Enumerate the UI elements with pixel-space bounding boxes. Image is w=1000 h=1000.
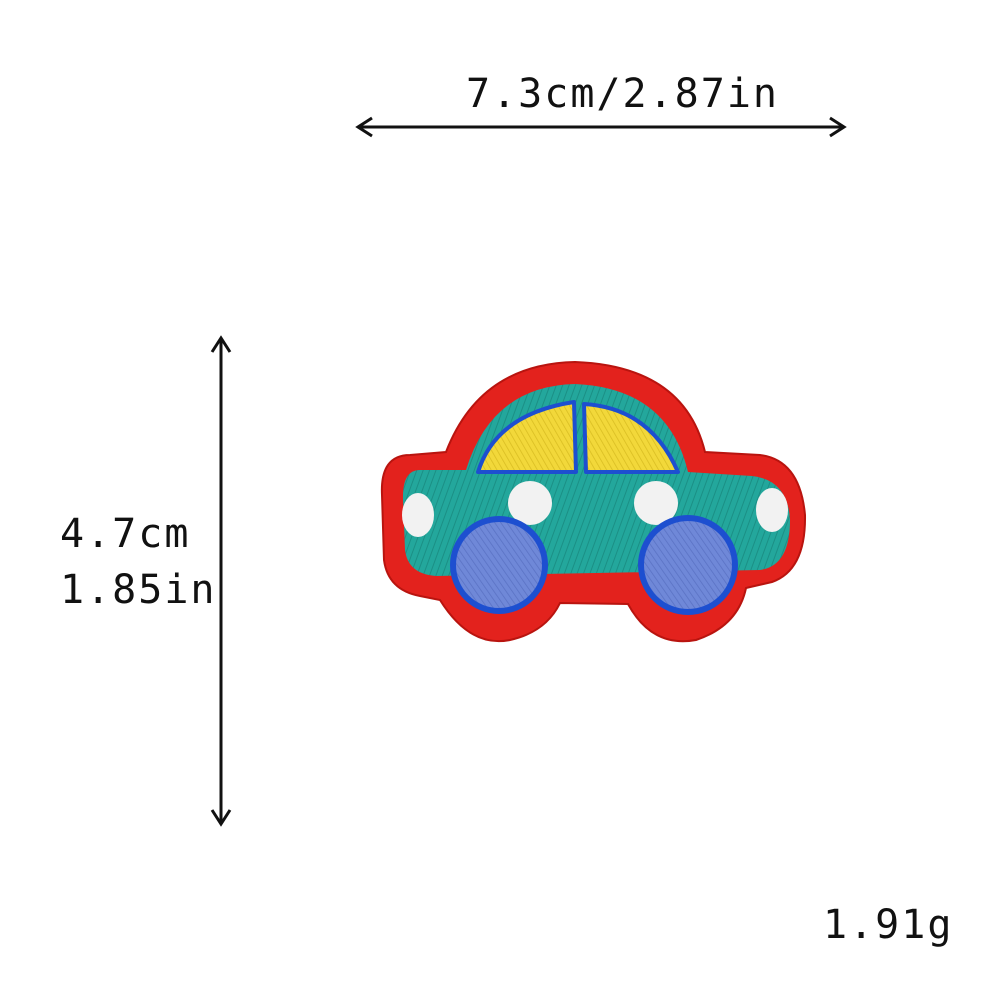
car-wheels	[450, 515, 738, 615]
width-arrow	[355, 116, 847, 138]
width-dimension-label: 7.3cm/2.87in	[466, 71, 779, 117]
front-wheel	[450, 516, 548, 614]
rear-wheel	[638, 515, 738, 615]
weight-label: 1.91g	[823, 902, 954, 948]
car-dots	[402, 481, 788, 537]
car-windows	[476, 400, 680, 474]
height-arrow	[210, 335, 232, 827]
height-cm-label: 4.7cm	[60, 511, 191, 557]
height-in-label: 1.85in	[60, 567, 217, 613]
